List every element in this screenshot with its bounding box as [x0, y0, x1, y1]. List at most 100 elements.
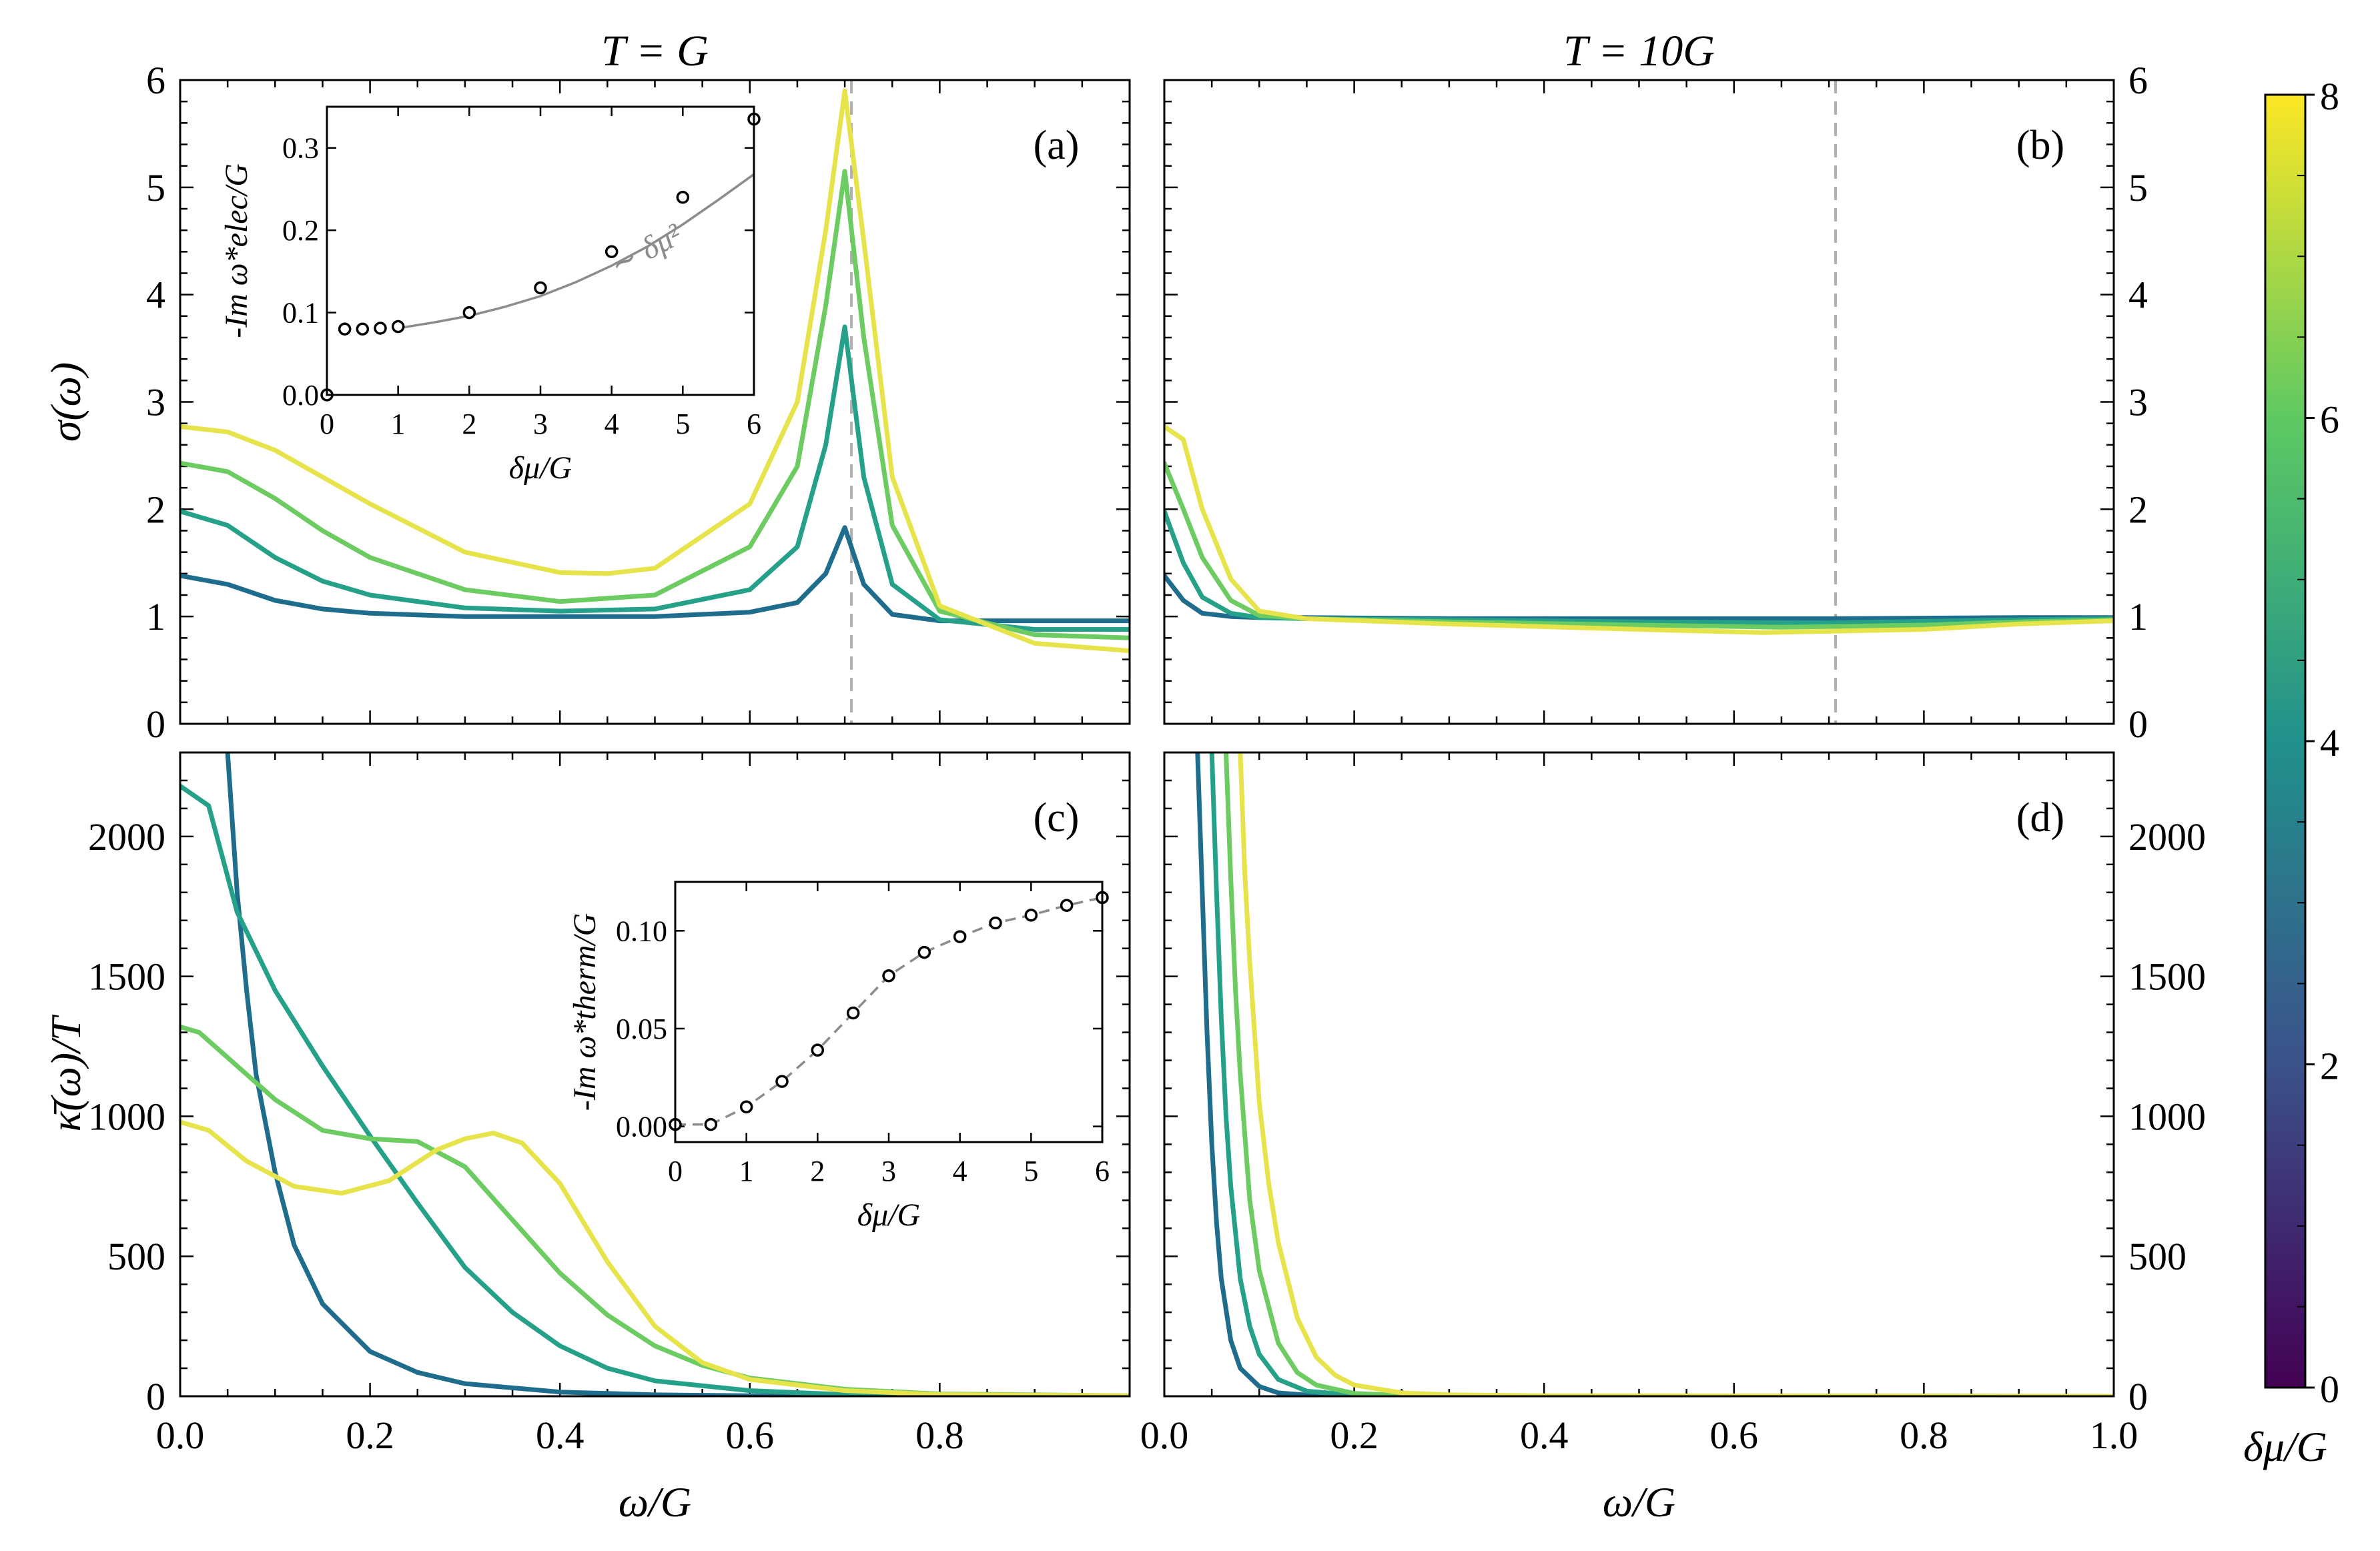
y-tick-label: 1000 — [2128, 1095, 2206, 1138]
inset-y-axis-label: -Im ω*therm/G — [567, 913, 603, 1111]
inset-data-point — [882, 969, 895, 983]
colorbar: 0 2 4 6 8 δμ/G — [2243, 75, 2339, 1470]
panel-frame — [1163, 751, 2115, 1398]
x-tick-label: 0.2 — [346, 1414, 394, 1457]
colorbar-tick-label: 2 — [2320, 1045, 2339, 1088]
y-tick-label: 0 — [2128, 702, 2148, 746]
x-axis-label: ω/G — [1603, 1478, 1675, 1526]
inset-x-tick-label: 6 — [1095, 1155, 1110, 1187]
x-tick-label: 0.4 — [1520, 1414, 1569, 1457]
series-group — [1195, 752, 2114, 1396]
inset-data-point — [374, 322, 387, 335]
x-tick-label: 0.4 — [536, 1414, 584, 1457]
x-tick-label: 0.6 — [1710, 1414, 1759, 1457]
y-tick-label: 0 — [2128, 1375, 2148, 1418]
inset-x-tick-label: 2 — [810, 1155, 825, 1187]
series-line-b-4 — [1164, 424, 2114, 635]
panel-b: 0 1 2 3 4 5 6 (b) T = 10G — [1163, 27, 2148, 746]
inset-data-point — [676, 191, 690, 204]
inset-x-tick-label: 3 — [881, 1155, 896, 1187]
y-tick-label: 2 — [2128, 488, 2148, 531]
inset-frame — [326, 105, 755, 396]
y-tick-label: 500 — [107, 1235, 165, 1278]
panel-label: (d) — [2016, 795, 2064, 841]
series-line-b-3 — [1164, 460, 2114, 630]
panel-title: T = 10G — [1563, 27, 1715, 75]
inset-y-tick-label: 0.10 — [616, 915, 667, 947]
inset-bg — [675, 882, 1102, 1142]
inset-x-tick-label: 1 — [739, 1155, 754, 1187]
series-line-a-2 — [180, 324, 1130, 632]
inset-y-tick-label: 0.05 — [616, 1013, 667, 1045]
y-tick-label: 5 — [2128, 166, 2148, 209]
inset-x-tick-label: 0 — [668, 1155, 683, 1187]
series-line-a-3 — [180, 169, 1130, 640]
inset-x-tick-label: 4 — [605, 408, 619, 440]
inset-data-point — [1024, 909, 1038, 922]
panel-d: 0 500 1000 1500 2000 0.0 0.2 0.4 0.6 0.8 1.0 (d) ω/G — [1140, 751, 2206, 1526]
inset-x-axis-label: δμ/G — [509, 450, 572, 486]
series-line-c-4 — [180, 1119, 1130, 1396]
colorbar-tick-label: 4 — [2320, 721, 2339, 764]
panel-frame — [1163, 79, 2115, 725]
colorbar-tick-label: 8 — [2320, 75, 2339, 118]
inset-y-tick-label: 0.1 — [282, 297, 319, 330]
inset-data-point — [846, 1006, 860, 1020]
inset-data-point — [704, 1117, 718, 1131]
inset-frame — [674, 881, 1104, 1143]
inset-y-tick-label: 0.3 — [282, 132, 319, 165]
inset-x-axis-label: δμ/G — [857, 1197, 920, 1233]
panel-label: (b) — [2016, 123, 2064, 168]
inset-x-tick-label: 5 — [1024, 1155, 1038, 1187]
series-line-d-1 — [1195, 752, 2114, 1396]
y-tick-label: 1500 — [2128, 955, 2206, 999]
inset-data-point — [917, 945, 931, 959]
y-tick-label: 2000 — [88, 815, 165, 859]
x-tick-label: 0.0 — [1140, 1414, 1189, 1457]
panel-a: 0 1 2 3 4 5 6 (a) T = G σ(ω) 0 1 2 3 4 5 6 0.0 0.1 0.2 0.3 δμ… — [42, 27, 1131, 746]
inset-data-point — [356, 322, 370, 336]
y-tick-label: 0 — [146, 1375, 165, 1418]
y-tick-label: 3 — [146, 381, 165, 424]
colorbar-label: δμ/G — [2243, 1423, 2327, 1470]
panels: 0 1 2 3 4 5 6 (a) T = G σ(ω) 0 1 2 3 4 5 6 0.0 0.1 0.2 0.3 δμ… — [42, 27, 2206, 1526]
inset-data-point — [391, 320, 405, 334]
inset-data-point — [1060, 899, 1074, 912]
inset-data-point — [811, 1043, 825, 1057]
x-axis-label: ω/G — [619, 1478, 691, 1526]
inset-data-point — [534, 281, 547, 295]
series-group — [180, 88, 1130, 654]
colorbar-tick-label: 0 — [2320, 1368, 2339, 1411]
panel-label: (c) — [1034, 795, 1080, 841]
series-line-d-4 — [1238, 752, 2114, 1396]
inset-x-tick-label: 4 — [953, 1155, 967, 1187]
panel-frame — [179, 79, 1131, 725]
inset-data-point — [605, 245, 619, 258]
y-axis-label: σ(ω) — [42, 362, 89, 442]
series-line-b-1 — [1164, 573, 2114, 621]
x-tick-label: 0.2 — [1330, 1414, 1378, 1457]
series-line-b-2 — [1164, 509, 2114, 626]
x-tick-label: 0.8 — [915, 1414, 964, 1457]
panel-c: 0 500 1000 1500 2000 0.0 0.2 0.4 0.6 0.8 (c) ω/G κ̄(… — [42, 751, 1131, 1526]
y-tick-label: 500 — [2128, 1235, 2187, 1278]
series-group — [1164, 424, 2114, 635]
y-tick-label: 6 — [2128, 59, 2148, 102]
inset-y-tick-label: 0.00 — [616, 1111, 667, 1143]
inset-y-tick-label: 0.2 — [282, 214, 319, 247]
inset-x-tick-label: 5 — [675, 408, 690, 440]
y-tick-label: 3 — [2128, 381, 2148, 424]
inset-x-tick-label: 0 — [320, 408, 334, 440]
panel-title: T = G — [601, 27, 709, 75]
y-tick-label: 2 — [146, 488, 165, 531]
inset-x-tick-label: 6 — [747, 408, 761, 440]
inset-data-point — [739, 1100, 753, 1113]
series-line-a-4 — [180, 88, 1130, 654]
y-tick-label: 4 — [2128, 274, 2148, 317]
inset-fit-curve — [398, 173, 755, 330]
x-tick-label: 0.0 — [156, 1414, 205, 1457]
inset-x-tick-label: 3 — [533, 408, 548, 440]
y-tick-label: 4 — [146, 274, 165, 317]
y-axis-label: κ̄(ω)/T — [42, 1014, 89, 1131]
